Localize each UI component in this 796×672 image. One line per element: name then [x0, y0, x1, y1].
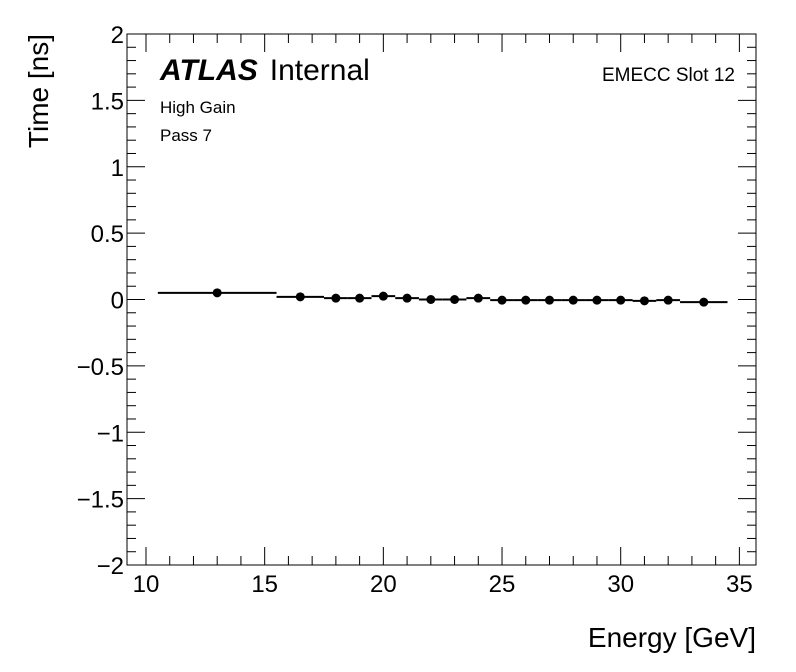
y-tick-label: −1.5: [77, 487, 124, 514]
x-tick-labels: 10 15 20 25 30 35: [133, 571, 753, 598]
atlas-label-bold: ATLAS: [159, 54, 258, 87]
y-axis-title: Time [ns]: [23, 34, 54, 148]
atlas-label-internal: Internal: [270, 54, 370, 87]
data-point: [331, 293, 341, 303]
x-tick-label: 20: [370, 571, 397, 598]
data-marks: [157, 288, 728, 307]
x-tick-label: 10: [133, 571, 160, 598]
x-tick-label: 30: [607, 571, 634, 598]
data-point: [450, 295, 460, 304]
axis-ticks: [127, 33, 756, 566]
data-point: [473, 293, 483, 303]
data-point: [212, 288, 222, 298]
x-tick-label: 35: [726, 571, 753, 598]
data-point: [378, 291, 388, 301]
y-tick-label: −0.5: [77, 354, 124, 381]
data-point: [639, 296, 649, 306]
y-tick-label: −1: [97, 420, 124, 447]
data-point: [699, 297, 709, 307]
pass-label: Pass 7: [160, 126, 212, 145]
data-point: [497, 295, 507, 305]
y-tick-label: 1.5: [91, 88, 124, 115]
slot-label: EMECC Slot 12: [602, 65, 735, 86]
y-tick-label: 2: [111, 22, 124, 49]
x-axis-title: Energy [GeV]: [588, 622, 756, 653]
data-point: [616, 295, 626, 305]
y-tick-label: −2: [97, 553, 124, 580]
x-tick-label: 15: [251, 571, 278, 598]
data-point: [592, 295, 602, 305]
data-point: [402, 293, 412, 303]
x-tick-label: 25: [489, 571, 516, 598]
data-point: [544, 295, 554, 305]
data-point: [568, 295, 578, 305]
data-point: [426, 295, 436, 304]
y-tick-labels: 2 1.5 1 0.5 0 −0.5 −1 −1.5 −2: [77, 22, 124, 580]
data-point: [355, 293, 365, 303]
y-tick-label: 1: [111, 155, 124, 182]
data-point: [521, 295, 531, 305]
y-tick-label: 0.5: [91, 221, 124, 248]
atlas-label: ATLAS Internal: [159, 54, 370, 87]
data-point: [295, 292, 305, 302]
data-point: [663, 295, 673, 305]
gain-label: High Gain: [160, 98, 236, 117]
y-tick-label: 0: [111, 288, 124, 315]
